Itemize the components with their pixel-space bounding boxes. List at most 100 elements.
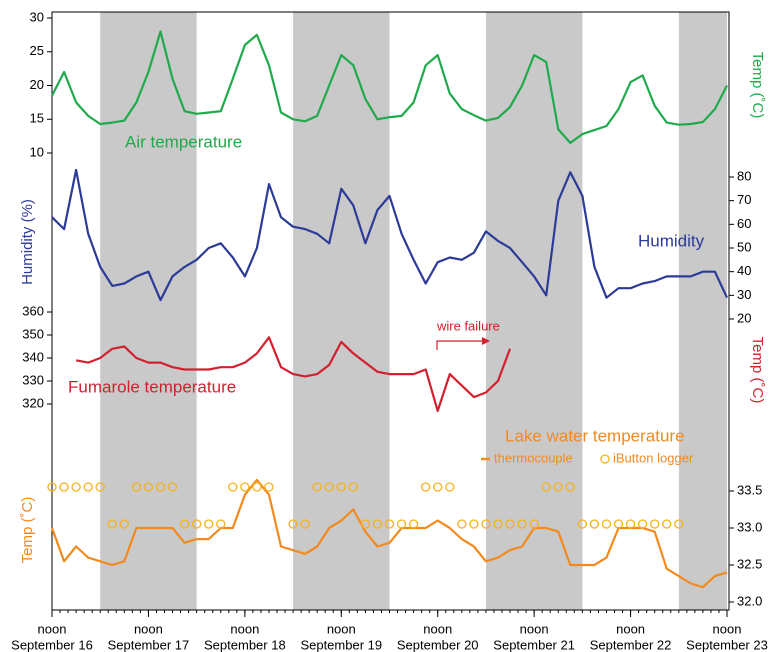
series-point [613, 519, 624, 529]
series-point [589, 519, 600, 529]
series-point [336, 482, 346, 492]
y-tick-label: 32.0 [737, 593, 762, 608]
series-point [529, 519, 539, 529]
x-tick-label: noon [230, 621, 259, 636]
series-line [51, 30, 728, 144]
series-point [264, 482, 274, 492]
series-point [204, 519, 214, 529]
x-tick-label: noon [134, 621, 163, 636]
series-point [167, 482, 178, 492]
y-tick-label: 33.5 [737, 482, 762, 497]
y-axis-label: Humidity (%) [19, 199, 36, 285]
series-point [47, 482, 57, 492]
shade [100, 12, 197, 610]
series-point [577, 519, 588, 529]
legend: thermocouple iButton logger [481, 450, 694, 465]
series-point [433, 482, 443, 492]
y-tick-label: 30 [737, 287, 751, 302]
plot-frame [51, 11, 730, 611]
series-point [191, 519, 202, 529]
x-tick-label: noon [327, 621, 356, 636]
x-tick-date: September 23 [686, 637, 768, 652]
y-tick-label: 20 [30, 77, 44, 92]
series-point [312, 482, 322, 492]
y-tick-label: 50 [737, 239, 751, 254]
shade [678, 12, 727, 610]
series-point [372, 519, 383, 529]
series-point [240, 482, 250, 492]
y-tick-label: 20 [737, 310, 751, 325]
series-point [83, 482, 93, 492]
x-tick-date: September 20 [397, 637, 479, 652]
panel-label: Lake water temperature [505, 426, 685, 445]
y-tick-label: 40 [737, 263, 751, 278]
series-point [650, 519, 660, 529]
panel-label: Humidity [638, 231, 705, 250]
x-tick-label: noon [713, 621, 742, 636]
x-tick-label: noon [520, 621, 549, 636]
y-axis-label: Temp (˚C) [19, 497, 36, 564]
series-point [565, 482, 575, 492]
y-tick-label: 350 [22, 326, 44, 341]
series-point [541, 482, 551, 492]
x-tick-date: September 21 [493, 637, 575, 652]
x-tick-date: September 17 [108, 637, 190, 652]
panel-label: Fumarole temperature [68, 377, 236, 396]
series-point [288, 519, 298, 529]
y-tick-label: 15 [30, 111, 44, 126]
y-tick-label: 30 [30, 9, 44, 24]
series-point [384, 519, 395, 529]
series-point [324, 482, 334, 492]
arrow-head [482, 337, 490, 345]
series-point [59, 482, 69, 492]
series-point [553, 482, 563, 492]
series-point [216, 519, 226, 529]
series-point [131, 482, 142, 492]
series-point [674, 519, 684, 529]
y-tick-label: 340 [22, 349, 44, 364]
shade [486, 12, 583, 610]
x-tick-label: noon [423, 621, 452, 636]
y-tick-label: 25 [30, 43, 44, 58]
series-point [107, 519, 117, 529]
y-tick-label: 320 [22, 395, 44, 410]
series-point [360, 519, 371, 529]
y-tick-label: 32.5 [737, 556, 762, 571]
x-tick-label: noon [38, 621, 67, 636]
series-point [300, 519, 310, 529]
series-point [457, 519, 467, 529]
series-point [155, 482, 166, 492]
series-point [71, 482, 81, 492]
series-point [228, 482, 238, 492]
series-point [95, 482, 105, 492]
x-tick-date: September 22 [590, 637, 672, 652]
y-tick-label: 80 [737, 168, 751, 183]
wire-failure-arrow [436, 337, 490, 350]
series-point [252, 482, 262, 492]
y-tick-label: 70 [737, 192, 751, 207]
y-tick-label: 10 [30, 144, 44, 159]
series-point [445, 482, 455, 492]
x-tick-date: September 16 [11, 637, 93, 652]
x-tick-date: September 18 [204, 637, 286, 652]
series-point [625, 519, 636, 529]
legend-marker [600, 454, 610, 464]
y-axis-label: Temp (˚C) [749, 52, 766, 119]
series-point [517, 519, 527, 529]
y-tick-label: 33.0 [737, 519, 762, 534]
arrow-line [436, 340, 482, 350]
series-point [421, 482, 431, 492]
series-line [50, 478, 728, 589]
series-point [662, 519, 672, 529]
x-tick-label: noon [616, 621, 645, 636]
legend-label: thermocouple [494, 450, 573, 465]
series-point [505, 519, 515, 529]
y-axis-label: Temp (˚C) [749, 337, 766, 404]
series-point [396, 519, 407, 529]
y-tick-label: 330 [22, 372, 44, 387]
series-point [481, 519, 491, 529]
series-line [75, 336, 512, 412]
series-point [348, 482, 358, 492]
series-point [408, 519, 419, 529]
